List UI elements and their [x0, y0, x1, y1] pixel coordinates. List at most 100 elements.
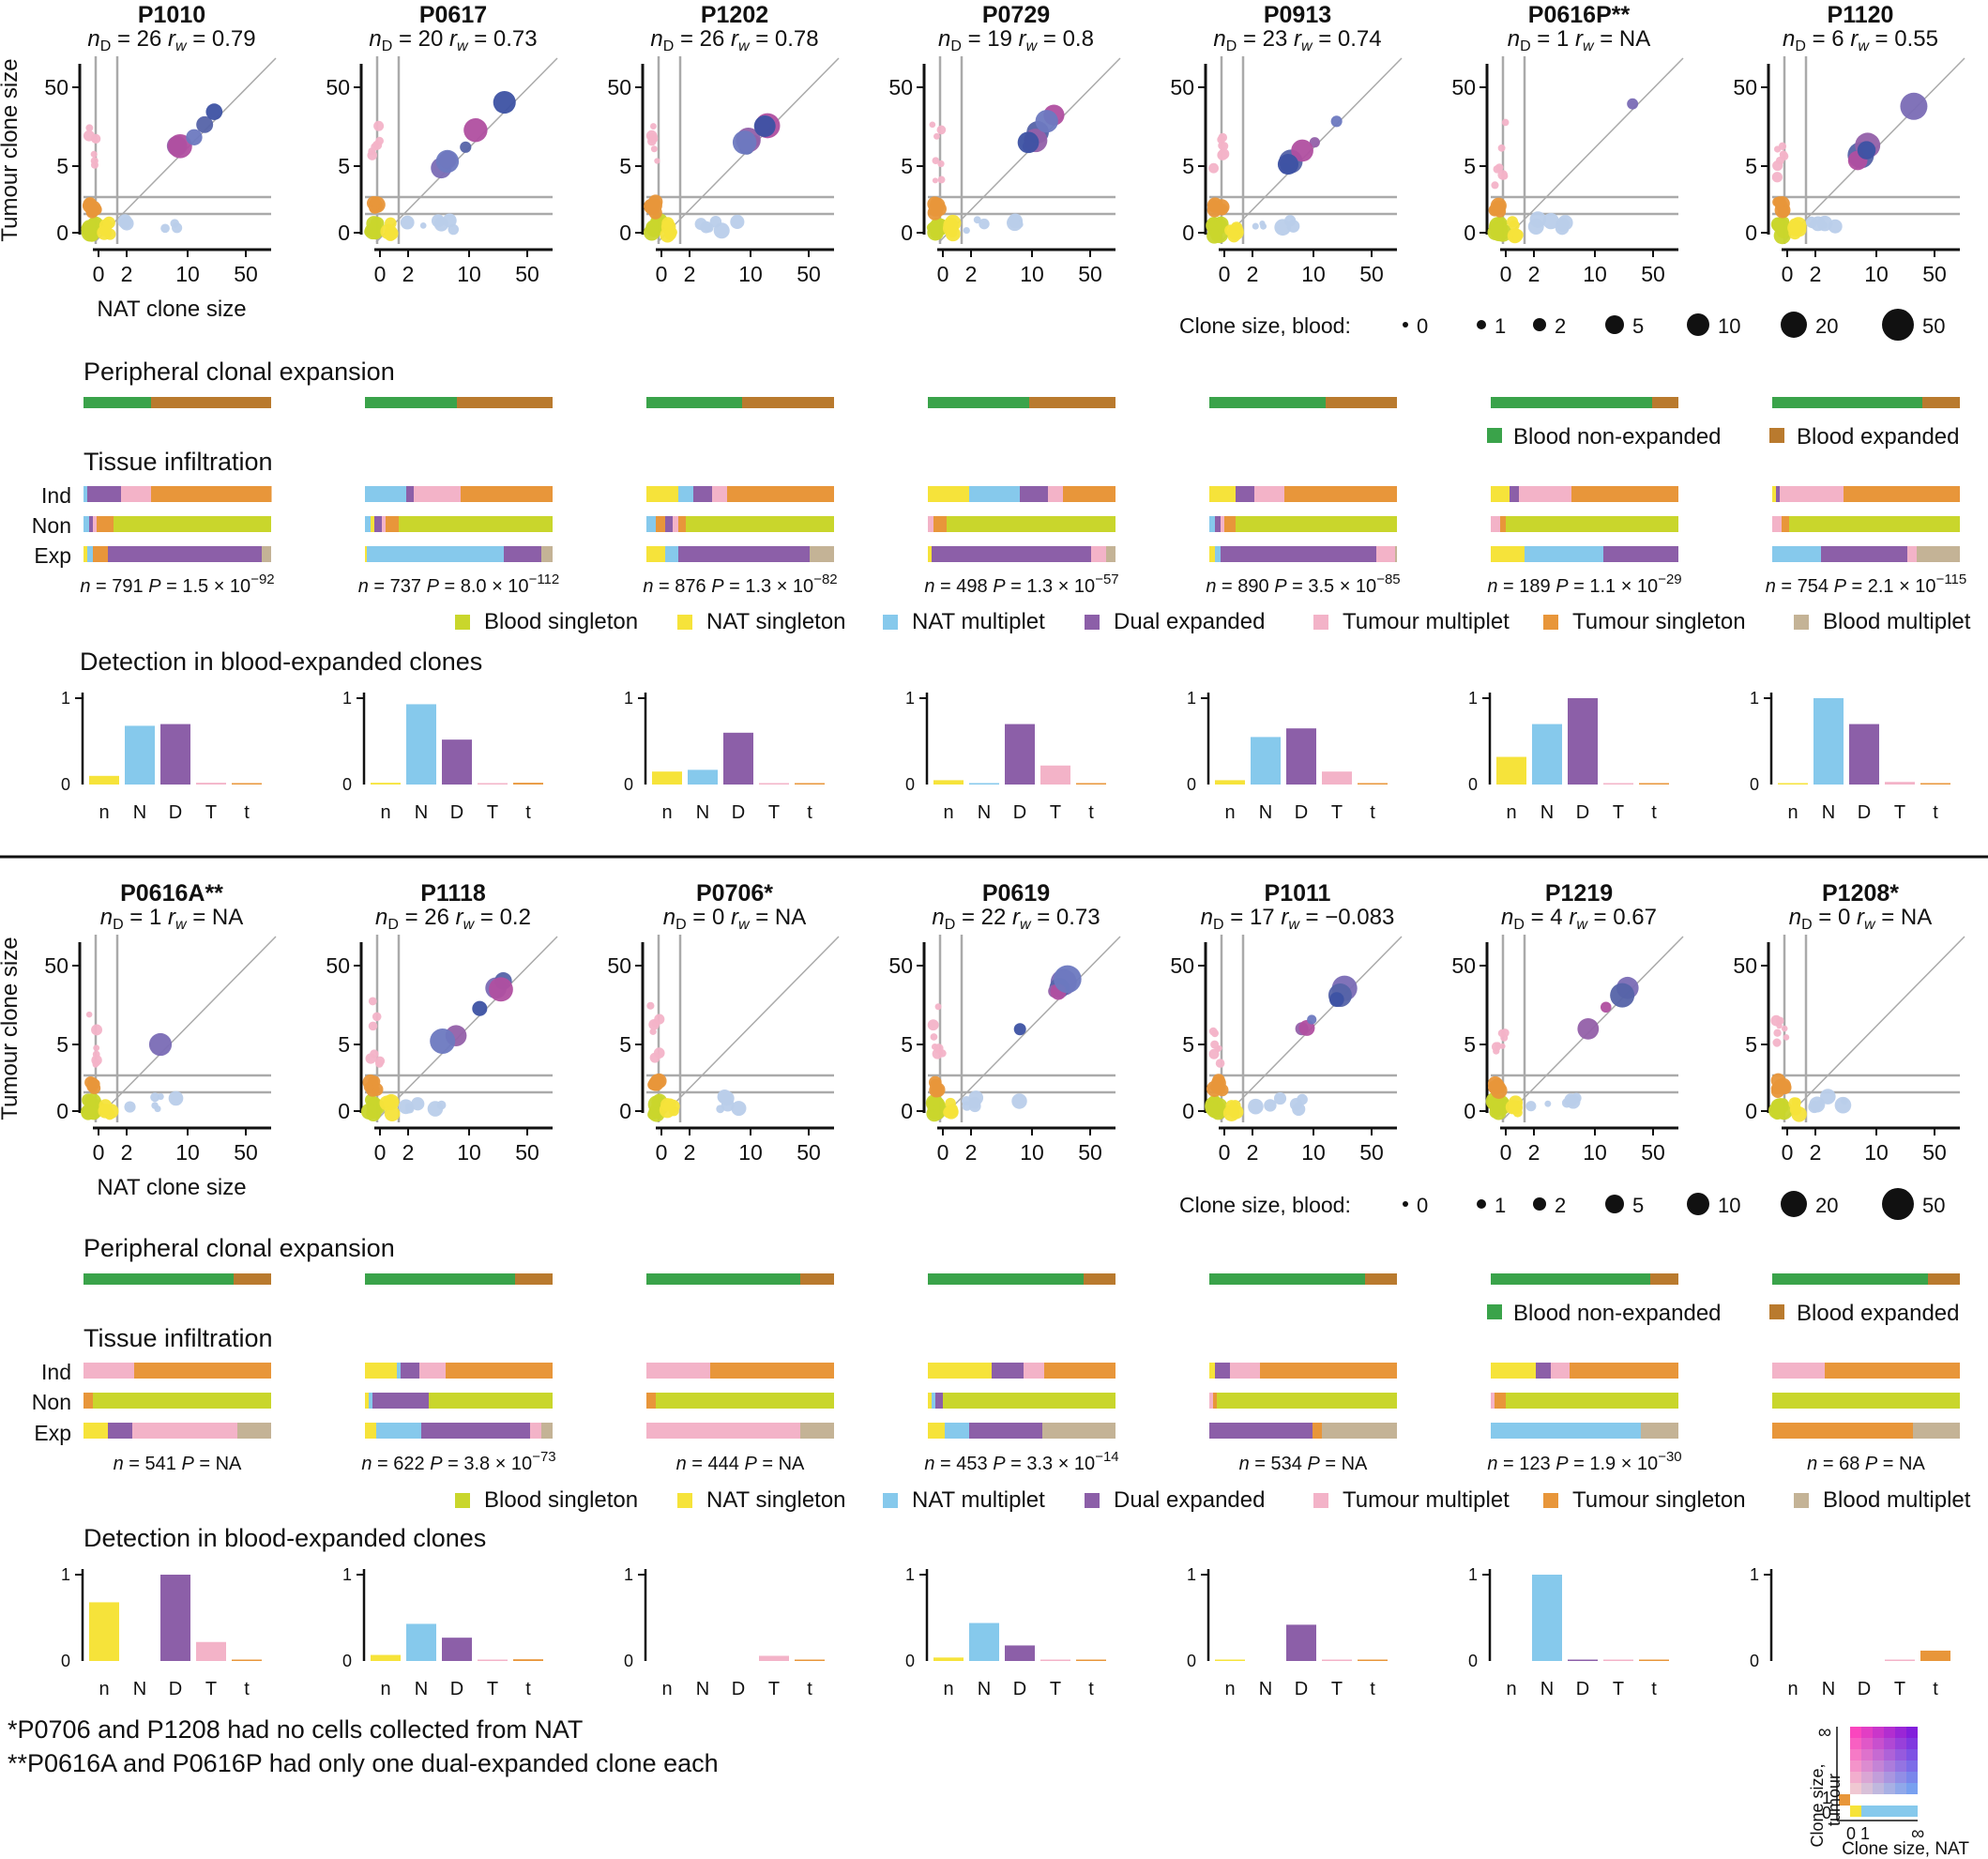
clone-dot	[1220, 142, 1229, 151]
det-bar-D	[1286, 728, 1316, 785]
clone-dot	[460, 141, 472, 153]
det-y0-label: 0	[1187, 775, 1196, 794]
patient-stats: nD = 26 rw = 0.78	[650, 26, 818, 54]
x-tick-label: 2	[121, 262, 133, 286]
exp-bar-segment	[365, 546, 367, 562]
blood-size-label: 0	[1417, 314, 1428, 338]
key-cell	[1906, 1783, 1918, 1794]
ind-bar-segment	[727, 486, 834, 502]
non-bar-segment	[1491, 516, 1500, 532]
clone-dot	[1497, 170, 1509, 180]
det-cat-label: t	[1651, 802, 1657, 823]
exp-bar-segment	[1491, 546, 1525, 562]
clone-dot	[929, 121, 936, 129]
exp-bar-segment	[376, 1423, 421, 1439]
clone-dot	[1487, 1080, 1502, 1094]
det-bar-N	[969, 1623, 999, 1661]
x-tick-label: 10	[175, 1140, 200, 1165]
det-bar-N	[1532, 724, 1562, 785]
key-cell	[1895, 1738, 1906, 1749]
clone-dot	[1248, 1098, 1264, 1115]
clone-dot	[927, 1019, 939, 1031]
x-tick-label: 50	[1922, 1140, 1947, 1165]
ind-bar-segment	[419, 1363, 446, 1379]
y-tick-label: 0	[56, 221, 68, 245]
peripheral-bar-segment	[83, 1273, 234, 1285]
clone-dot	[363, 1082, 374, 1092]
y-tick-label: 5	[1745, 154, 1757, 178]
det-bar-T	[1040, 765, 1070, 785]
clone-dot	[1330, 115, 1343, 128]
key-ylabel: Clone size,	[1808, 1763, 1827, 1847]
clone-dot	[148, 1032, 173, 1057]
clone-dot	[650, 1076, 661, 1088]
non-bar-segment	[656, 516, 665, 532]
ind-bar-segment	[151, 486, 271, 502]
y-tick-label: 5	[1182, 1032, 1194, 1057]
y-tick-label: 5	[338, 154, 350, 178]
key-cell	[1906, 1760, 1918, 1772]
det-cat-label: n	[1787, 1679, 1798, 1699]
peripheral-bar-segment	[800, 1273, 834, 1285]
clone-dot	[1495, 163, 1504, 172]
y-tick-label: 50	[44, 75, 68, 99]
patient-stats: nD = 20 rw = 0.73	[369, 26, 537, 54]
exp-bar-segment	[541, 1423, 553, 1439]
det-cat-label: N	[1259, 802, 1272, 823]
clone-dot	[384, 229, 397, 241]
exp-bar-segment	[1917, 546, 1960, 562]
det-bar-t	[513, 783, 543, 785]
det-cat-label: N	[1540, 1679, 1554, 1699]
det-cat-label: T	[487, 1679, 498, 1699]
clone-dot	[1564, 1093, 1578, 1107]
key-cell	[1906, 1727, 1918, 1738]
footnote-2: **P0616A and P0616P had only one dual-ex…	[8, 1749, 719, 1777]
ind-bar-segment	[1536, 1363, 1551, 1379]
blood-size-dot	[1605, 315, 1624, 334]
n-p-stat: n = 737 P = 8.0 × 10−112	[358, 571, 560, 597]
det-bar-N	[1813, 698, 1844, 785]
det-cat-label: T	[768, 802, 780, 823]
clone-dot	[85, 1011, 93, 1018]
clone-dot	[435, 149, 460, 174]
y-tick-label: 50	[326, 75, 350, 99]
clone-dot	[1775, 1077, 1792, 1094]
det-cat-label: N	[1822, 1679, 1835, 1699]
legend-swatch	[455, 615, 470, 630]
tissue-title-top: Tissue infiltration	[83, 448, 273, 476]
peripheral-bar-segment	[1365, 1273, 1397, 1285]
clone-dot	[1328, 992, 1344, 1007]
ind-bar-segment	[134, 1363, 271, 1379]
det-bar-D	[1568, 1659, 1598, 1661]
blood-size-label: 10	[1718, 314, 1740, 338]
clone-dot	[186, 129, 203, 145]
clone-dot	[1778, 206, 1790, 218]
x-tick-label: 10	[1020, 262, 1044, 286]
det-cat-label: n	[1506, 1679, 1516, 1699]
legend-label: Blood multiplet	[1823, 609, 1971, 634]
blood-size-dot	[1882, 309, 1914, 341]
non-bar-segment	[429, 1393, 553, 1409]
n-p-stat: n = 791 P = 1.5 × 10−92	[80, 571, 274, 597]
ind-bar-segment	[1236, 486, 1254, 502]
key-cell	[1884, 1806, 1895, 1817]
ind-bar-segment	[1780, 486, 1844, 502]
clone-dot	[373, 120, 385, 131]
exp-bar-segment	[87, 546, 93, 562]
blood-size-dot	[1781, 1191, 1807, 1217]
clone-dot	[472, 1000, 488, 1016]
x-tick-label: 0	[374, 262, 387, 286]
det-cat-label: D	[1013, 1679, 1026, 1699]
clone-dot	[1277, 154, 1299, 175]
ind-bar-segment	[1510, 486, 1519, 502]
clone-dot	[1542, 212, 1559, 230]
legend-label: NAT singleton	[706, 609, 846, 634]
peripheral-bar-segment	[1772, 397, 1922, 408]
ind-bar-segment	[646, 1363, 710, 1379]
clone-dot	[1017, 131, 1040, 154]
exp-bar-segment	[1641, 1423, 1678, 1439]
